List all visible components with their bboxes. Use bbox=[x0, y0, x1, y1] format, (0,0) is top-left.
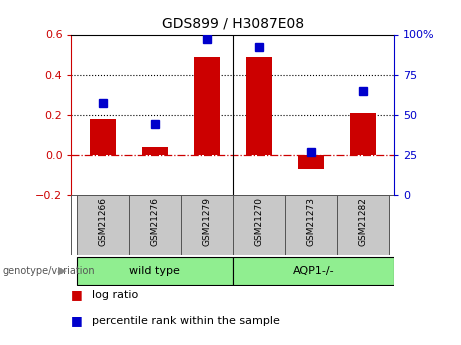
Title: GDS899 / H3087E08: GDS899 / H3087E08 bbox=[162, 17, 304, 31]
FancyBboxPatch shape bbox=[77, 257, 233, 285]
Bar bbox=[194, 57, 220, 155]
Bar bbox=[246, 57, 272, 155]
Bar bbox=[90, 119, 116, 155]
FancyBboxPatch shape bbox=[233, 195, 285, 255]
Text: percentile rank within the sample: percentile rank within the sample bbox=[92, 316, 280, 326]
Text: GSM21266: GSM21266 bbox=[98, 197, 107, 246]
Text: ▶: ▶ bbox=[59, 266, 67, 276]
Text: ■: ■ bbox=[71, 314, 87, 327]
Text: AQP1-/-: AQP1-/- bbox=[293, 266, 334, 276]
FancyBboxPatch shape bbox=[129, 195, 181, 255]
FancyBboxPatch shape bbox=[181, 195, 233, 255]
Text: genotype/variation: genotype/variation bbox=[2, 266, 95, 276]
FancyBboxPatch shape bbox=[77, 195, 129, 255]
Text: GSM21273: GSM21273 bbox=[307, 197, 315, 246]
Bar bbox=[142, 147, 168, 155]
Text: GSM21279: GSM21279 bbox=[202, 197, 211, 246]
Text: GSM21270: GSM21270 bbox=[254, 197, 263, 246]
Bar bbox=[298, 155, 324, 169]
Text: GSM21276: GSM21276 bbox=[150, 197, 159, 246]
Text: GSM21282: GSM21282 bbox=[358, 197, 367, 246]
FancyBboxPatch shape bbox=[285, 195, 337, 255]
Text: log ratio: log ratio bbox=[92, 290, 138, 300]
FancyBboxPatch shape bbox=[337, 195, 389, 255]
FancyBboxPatch shape bbox=[233, 257, 394, 285]
Bar bbox=[350, 113, 376, 155]
Text: wild type: wild type bbox=[129, 266, 180, 276]
Text: ■: ■ bbox=[71, 288, 87, 302]
